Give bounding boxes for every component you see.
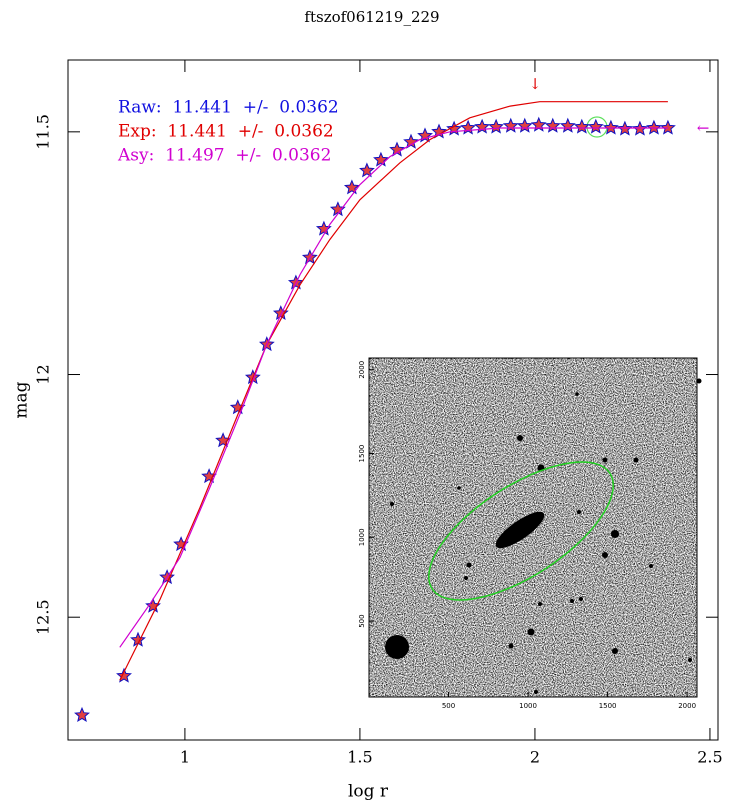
inset-stars [385,378,702,694]
model-curve [119,101,668,681]
star-point [74,706,90,722]
inset-x-tick-label: 1500 [599,702,617,710]
inset-x-tick-label: 2000 [678,702,696,710]
star-point [502,117,519,133]
annotation: ← [697,119,710,137]
star-point [660,119,676,135]
model-curve [119,127,668,648]
inset-y-tick-label: 1500 [358,445,366,463]
star-point [460,119,476,135]
inset-x-tick-label: 1000 [519,702,537,710]
inset-y-tick-label: 1000 [358,528,366,546]
aperture-ellipse [428,461,614,601]
y-axis-label: mag [12,381,32,418]
chart-title: ftszof061219_229 [304,8,439,26]
x-axis-label: log r [348,782,389,802]
inset-frame [368,357,698,698]
x-tick-label: 2.5 [697,748,722,767]
star-point [516,117,533,133]
star-point [201,468,217,484]
plot-frame [67,59,719,741]
x-tick-label: 1 [180,748,190,767]
annotation: Raw: 11.441 +/- 0.0362 [118,98,339,118]
star-point [343,179,360,195]
y-tick-label: 12.5 [34,599,53,635]
star-point [544,117,561,133]
star-point [573,118,590,134]
star-point [272,305,289,321]
x-tick-label: 1.5 [347,748,372,767]
star-point [389,141,405,157]
inset-y-tick-label: 2000 [358,361,366,379]
star-point [646,119,662,135]
star-point [301,249,318,265]
star-point [530,116,547,132]
x-tick-label: 2 [530,748,540,767]
star-point [373,151,389,167]
annotation: Asy: 11.497 +/- 0.0362 [117,146,331,166]
star-point [587,118,604,134]
star-point [359,162,375,178]
star-point [602,119,619,135]
inset-image: 500 1000 1500 2000 500 1000 1500 2000 [358,357,702,710]
star-point [559,117,576,133]
inset-y-tick-label: 500 [358,614,366,627]
star-point [488,118,504,134]
star-point [417,127,433,143]
y-tick-label: 11.5 [33,114,52,150]
y-tick-label: 12 [34,364,53,384]
annotation: ↓ [529,75,542,93]
star-point [315,220,332,236]
inset-x-tick-label: 500 [442,702,455,710]
star-point [474,118,490,134]
annotation: Exp: 11.441 +/- 0.0362 [118,122,334,142]
